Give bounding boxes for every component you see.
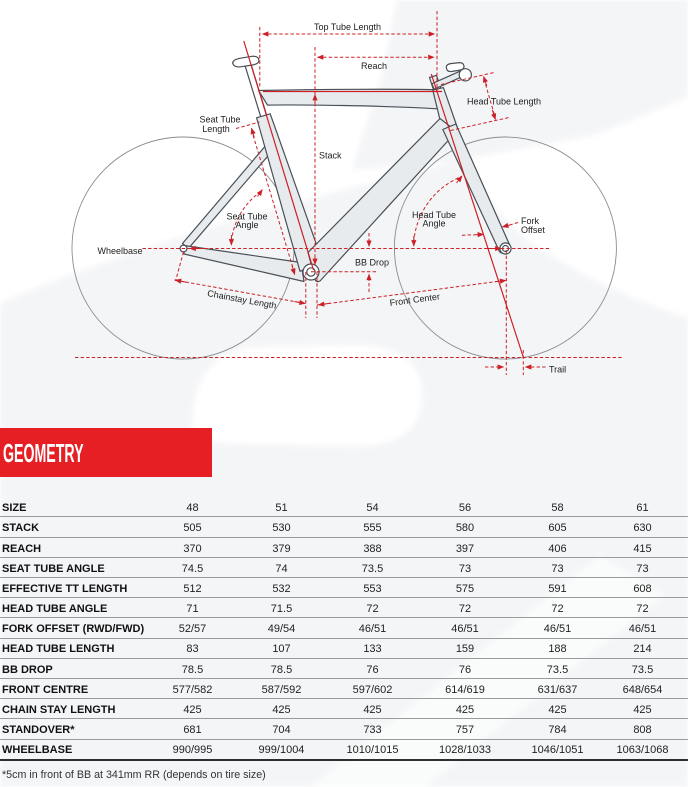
svg-text:Wheelbase: Wheelbase [98,246,143,256]
svg-text:Offset: Offset [521,225,545,235]
svg-text:Trail: Trail [549,365,566,375]
svg-text:Stack: Stack [319,151,342,161]
svg-text:Chainstay Length: Chainstay Length [207,288,278,311]
svg-text:Head Tube Length: Head Tube Length [467,97,541,107]
svg-text:Head Tube: Head Tube [412,210,456,220]
svg-text:Angle: Angle [235,220,258,230]
svg-text:Length: Length [202,124,230,134]
svg-text:Top Tube Length: Top Tube Length [314,22,381,32]
svg-text:Fork: Fork [521,216,540,226]
svg-text:Seat Tube: Seat Tube [226,212,267,222]
svg-text:BB Drop: BB Drop [355,258,389,268]
svg-text:Front Center: Front Center [389,291,440,308]
svg-text:Seat Tube: Seat Tube [199,115,240,125]
svg-text:Reach: Reach [361,61,387,71]
svg-text:Angle: Angle [422,219,445,229]
